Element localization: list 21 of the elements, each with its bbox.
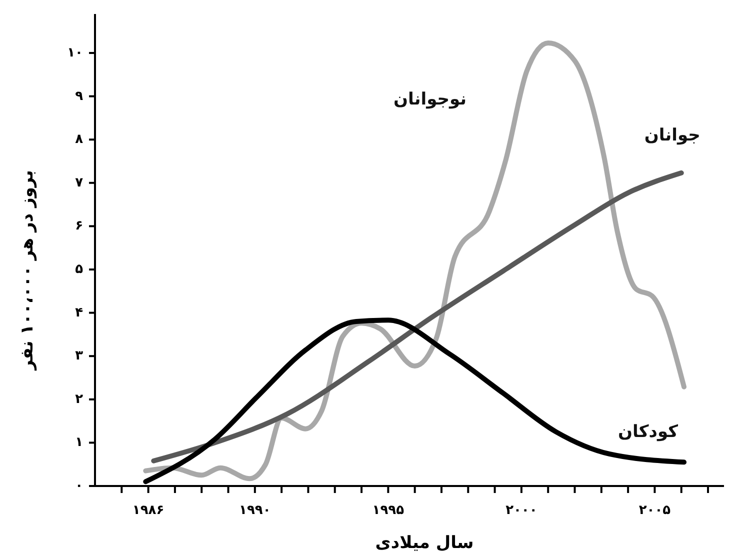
x-tick-label: ۱۹۹۵ bbox=[372, 503, 404, 518]
y-axis-title: بروز در هر ۱۰۰،۰۰۰ نفر bbox=[18, 170, 38, 371]
x-axis-title: سال میلادی bbox=[375, 533, 474, 553]
x-tick-label: ۱۹۸۶ bbox=[132, 503, 164, 518]
y-tick-label: ۰ bbox=[75, 478, 83, 494]
series-label: جوانان bbox=[644, 126, 700, 146]
series-label: کودکان bbox=[618, 422, 678, 442]
y-tick-label: ۸ bbox=[75, 132, 84, 148]
y-tick-label: ۳ bbox=[75, 348, 84, 364]
y-tick-label: ۱۰ bbox=[67, 46, 83, 61]
y-tick-label: ۴ bbox=[75, 305, 84, 320]
y-tick-label: ۵ bbox=[75, 262, 84, 278]
y-tick-label: ۱ bbox=[75, 435, 83, 450]
y-tick-label: ۹ bbox=[75, 88, 84, 104]
y-tick-label: ۷ bbox=[75, 175, 84, 190]
x-tick-label: ۲۰۰۵ bbox=[638, 503, 671, 518]
x-tick-label: ۱۹۹۰ bbox=[239, 503, 271, 518]
y-tick-label: ۲ bbox=[75, 392, 84, 407]
x-tick-label: ۲۰۰۰ bbox=[506, 503, 538, 518]
text: نوجوانان bbox=[393, 89, 467, 110]
y-tick-label: ۶ bbox=[75, 218, 83, 234]
